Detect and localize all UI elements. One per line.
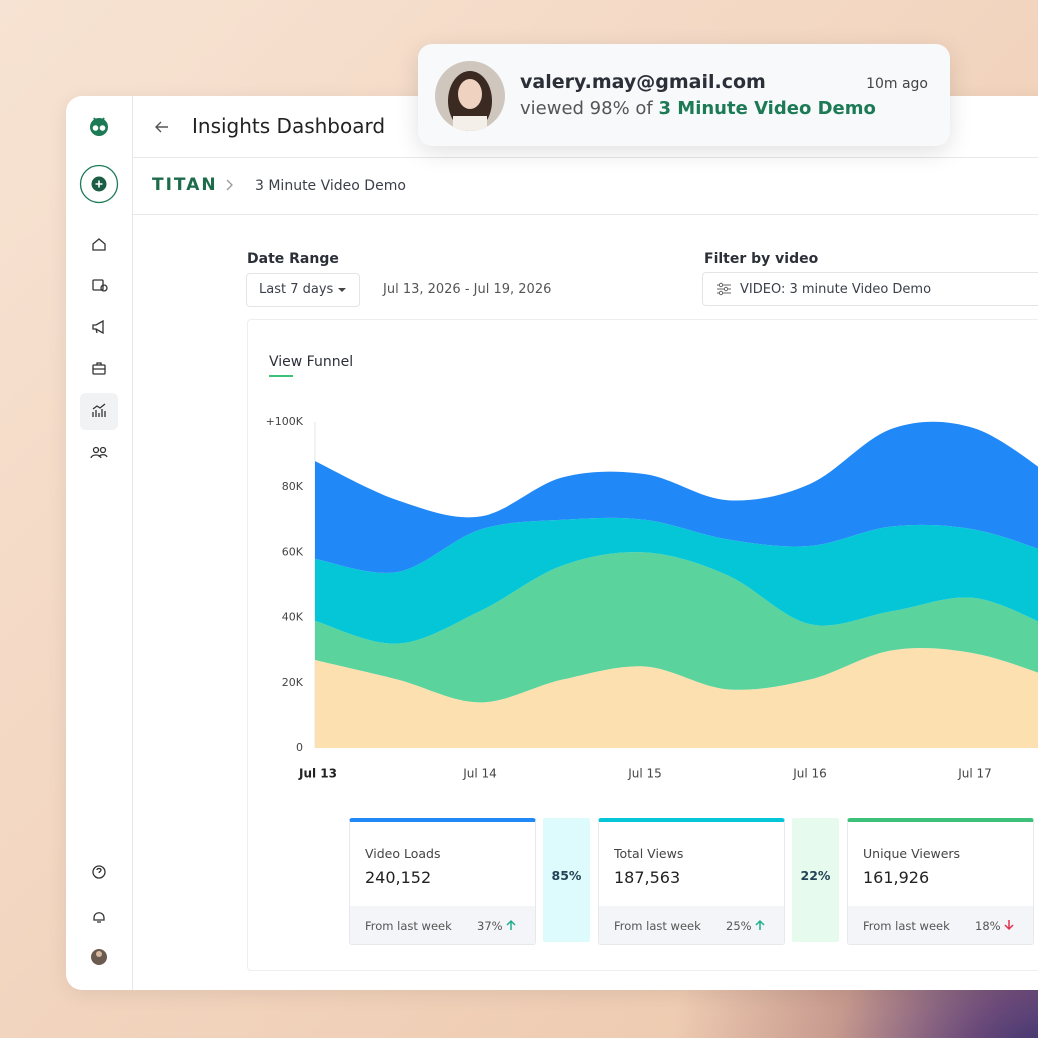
stat-label: Video Loads: [365, 846, 441, 861]
chart: 0 20K 40K 60K 80K +100K Jul 13 Jul 14 Jul 15 Jul …: [266, 415, 1038, 781]
trend-arrow-shape: [755, 919, 765, 930]
area-layer: [315, 517, 1038, 644]
x-tick-label: Jul 13: [298, 767, 337, 781]
date-range-option: Last 7 days: [259, 282, 334, 297]
filter-icon: [717, 282, 731, 296]
x-tick-label: Jul 15: [627, 767, 662, 781]
tab-underline: [269, 375, 293, 377]
create-button[interactable]: [79, 164, 119, 204]
y-tick-label: 80K: [282, 480, 304, 493]
date-range-dates: Jul 13, 2026 - Jul 19, 2026: [383, 282, 552, 297]
stat-card: Video Loads 240,152 From last week 37%: [349, 818, 536, 945]
x-tick-label: Jul 16: [792, 767, 827, 781]
video-filter-value: VIDEO: 3 minute Video Demo: [740, 282, 932, 297]
stat-value: 161,926: [863, 868, 930, 887]
y-tick-label: 40K: [282, 611, 304, 624]
area-layer: [315, 552, 1038, 703]
sidebar: [66, 96, 133, 990]
sidebar-icons: [79, 117, 119, 965]
help-icon[interactable]: [92, 865, 106, 879]
stat-comparison: From last week: [863, 919, 950, 933]
x-tick-label: Jul 17: [957, 767, 992, 781]
area-layer: [315, 648, 1038, 749]
notification-action: viewed 98% of: [520, 98, 653, 119]
stat-value: 240,152: [365, 868, 432, 887]
y-tick-label: +100K: [266, 415, 304, 428]
dropdown-caret: [338, 288, 346, 292]
trend-arrow-shape: [506, 919, 516, 930]
stat-footer: From last week 37%: [350, 906, 535, 944]
stat-label: Total Views: [614, 846, 684, 861]
stat-card: Unique Viewers 161,926 From last week 18%: [847, 818, 1034, 945]
breadcrumb-root[interactable]: TITAN: [152, 175, 218, 195]
stat-card: Total Views 187,563 From last week 25%: [598, 818, 785, 945]
date-range-label: Date Range: [247, 251, 339, 267]
stat-comparison: From last week: [365, 919, 452, 933]
team-icon[interactable]: [90, 446, 108, 459]
area-layer: [315, 421, 1038, 573]
y-tick-label: 0: [296, 741, 303, 754]
notification-card[interactable]: valery.may@gmail.com 10m ago viewed 98% …: [418, 44, 950, 146]
notification-video[interactable]: 3 Minute Video Demo: [658, 98, 876, 119]
conversion-rate: 22%: [792, 818, 839, 942]
stat-label: Unique Viewers: [863, 846, 961, 861]
conversion-value: 22%: [800, 868, 831, 883]
video-filter-dropdown[interactable]: VIDEO: 3 minute Video Demo: [702, 272, 1038, 306]
stat-value: 187,563: [614, 868, 681, 887]
insights-icon[interactable]: [92, 403, 106, 417]
conversion-rate: 85%: [543, 818, 590, 942]
y-tick-label: 20K: [282, 676, 304, 689]
stat-footer: From last week 25%: [599, 906, 784, 944]
insights-active[interactable]: [80, 393, 118, 430]
stat-change: 25%: [726, 919, 752, 933]
notification-message: viewed 98% of 3 Minute Video Demo: [520, 98, 876, 119]
home-icon[interactable]: [92, 238, 106, 251]
stat-footer: From last week 18%: [848, 906, 1033, 944]
viewer-avatar: [435, 61, 505, 131]
x-tick-label: Jul 14: [462, 767, 497, 781]
page-title: Insights Dashboard: [192, 114, 386, 138]
stat-change: 37%: [477, 919, 503, 933]
breadcrumb-current: 3 Minute Video Demo: [255, 178, 406, 194]
notification-icon[interactable]: [93, 912, 105, 923]
divider: [132, 157, 1038, 158]
video-filter-label: Filter by video: [704, 251, 819, 267]
breadcrumb-separator: [226, 179, 233, 191]
notification-time: 10m ago: [866, 76, 928, 92]
trend-arrow-shape: [1004, 920, 1014, 931]
videos-icon[interactable]: [92, 279, 108, 292]
trend-arrow: [755, 919, 765, 930]
stat-change: 18%: [975, 919, 1001, 933]
back-button[interactable]: [153, 118, 171, 136]
trend-arrow: [506, 919, 516, 930]
logo: [90, 117, 108, 136]
divider: [132, 214, 1038, 215]
user-avatar[interactable]: [91, 949, 107, 965]
y-tick-label: 60K: [282, 545, 304, 558]
trend-arrow: [1004, 920, 1014, 931]
date-range-dropdown[interactable]: Last 7 days: [246, 273, 360, 307]
chart-title[interactable]: View Funnel: [269, 354, 354, 370]
conversion-value: 85%: [551, 868, 582, 883]
chart-card: [247, 319, 1038, 971]
briefcase-icon[interactable]: [92, 362, 106, 375]
stat-comparison: From last week: [614, 919, 701, 933]
campaign-icon[interactable]: [92, 319, 104, 335]
viewer-email: valery.may@gmail.com: [520, 71, 766, 93]
